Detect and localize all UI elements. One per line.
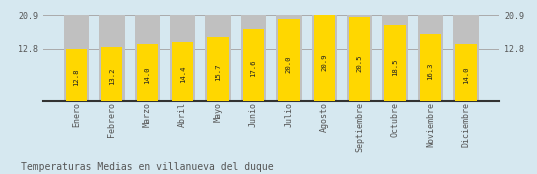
Bar [278, 19, 300, 101]
Text: 14.0: 14.0 [463, 66, 469, 84]
Bar [99, 15, 125, 101]
Text: Temperaturas Medias en villanueva del duque: Temperaturas Medias en villanueva del du… [21, 162, 274, 172]
Text: 20.0: 20.0 [286, 55, 292, 73]
Bar [64, 15, 89, 101]
Text: 13.2: 13.2 [109, 68, 115, 85]
Bar [453, 15, 478, 101]
Text: 16.3: 16.3 [427, 62, 433, 80]
Bar [101, 47, 122, 101]
Bar [135, 15, 160, 101]
Text: 14.0: 14.0 [144, 66, 150, 84]
Text: 14.4: 14.4 [180, 66, 186, 83]
Bar [243, 29, 264, 101]
Bar [205, 15, 231, 101]
Bar [418, 15, 443, 101]
Bar [170, 15, 195, 101]
Bar [349, 17, 371, 101]
Bar [382, 15, 408, 101]
Bar [347, 15, 373, 101]
Bar [314, 15, 335, 101]
Bar [311, 15, 337, 101]
Bar [136, 44, 158, 101]
Text: 18.5: 18.5 [392, 58, 398, 76]
Bar [384, 25, 406, 101]
Bar [207, 37, 229, 101]
Text: 17.6: 17.6 [250, 60, 257, 77]
Bar [241, 15, 266, 101]
Bar [66, 49, 87, 101]
Text: 15.7: 15.7 [215, 63, 221, 81]
Text: 20.9: 20.9 [321, 54, 327, 71]
Bar [420, 34, 441, 101]
Bar [172, 42, 193, 101]
Text: 12.8: 12.8 [74, 69, 79, 86]
Bar [276, 15, 302, 101]
Bar [455, 44, 476, 101]
Text: 20.5: 20.5 [357, 54, 362, 72]
